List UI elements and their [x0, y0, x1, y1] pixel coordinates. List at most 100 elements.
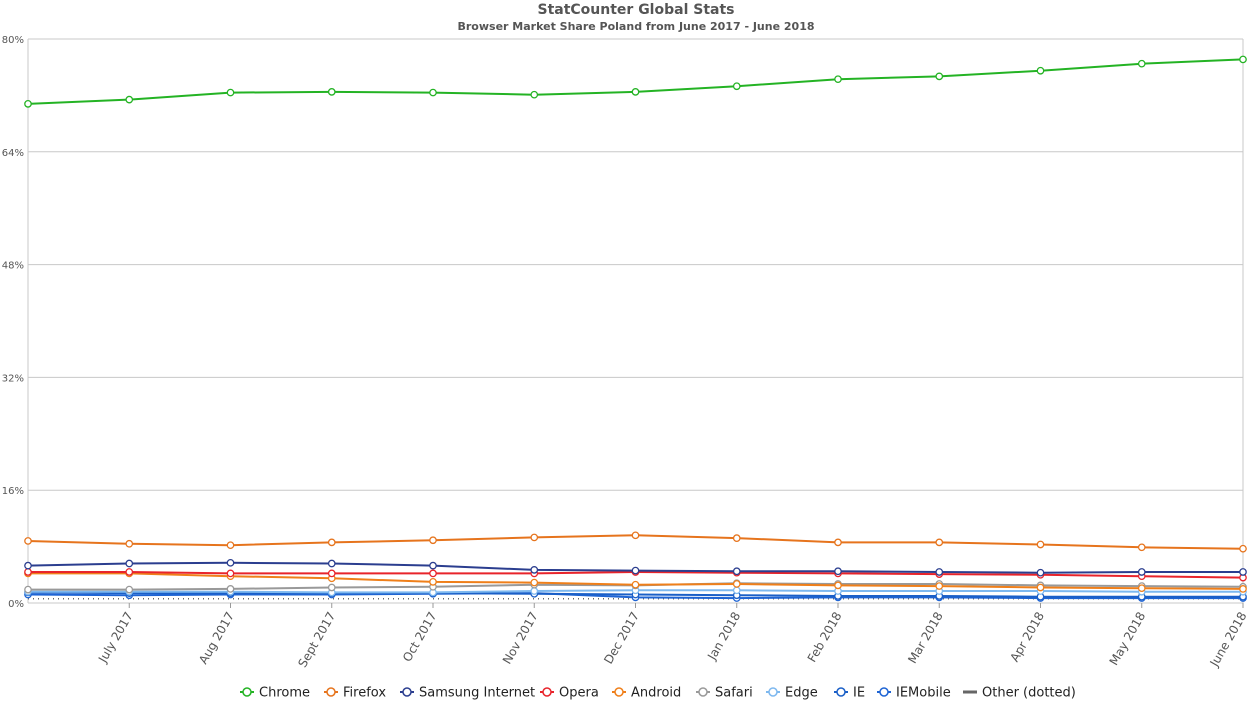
legend-label: Opera — [559, 686, 599, 701]
legend-item: Edge — [766, 686, 818, 701]
legend-item: Firefox — [324, 686, 386, 701]
data-point — [834, 567, 842, 576]
data-point — [226, 88, 235, 97]
data-point — [530, 578, 539, 587]
legend-marker — [698, 687, 708, 697]
y-tick-label: 80% — [2, 35, 24, 46]
data-point — [429, 88, 437, 97]
legend-label: Safari — [715, 686, 753, 701]
data-point — [24, 537, 32, 545]
data-point — [530, 90, 539, 99]
legend-marker — [402, 687, 412, 697]
series-line — [27, 58, 1244, 105]
legend-marker — [836, 687, 846, 697]
data-point — [24, 568, 32, 576]
data-point — [732, 567, 741, 576]
data-point — [125, 539, 134, 548]
legend-item: Opera — [540, 686, 599, 701]
data-point — [24, 100, 32, 108]
legend-label: Chrome — [259, 686, 310, 701]
data-point — [327, 569, 336, 578]
data-point — [834, 538, 842, 547]
data-point — [429, 569, 437, 578]
x-tick-label: Apr 2018 — [1007, 610, 1047, 665]
data-point — [732, 580, 741, 588]
chart-subtitle: Browser Market Share Poland from June 20… — [458, 20, 815, 33]
data-point — [631, 88, 640, 96]
legend-item: IEMobile — [877, 686, 951, 701]
data-point — [327, 538, 336, 547]
grid-lines — [27, 38, 1244, 604]
y-tick-label: 32% — [2, 373, 24, 384]
x-tick-label: Nov 2017 — [500, 610, 541, 667]
legend: Chrome Firefox Samsung Internet Opera Androi… — [240, 686, 1076, 701]
legend-label: IEMobile — [896, 686, 951, 701]
data-point — [935, 538, 944, 547]
data-point — [24, 561, 32, 570]
data-point — [1137, 59, 1146, 68]
x-tick-label: Feb 2018 — [805, 610, 845, 665]
data-point — [226, 569, 235, 578]
legend-label: IE — [853, 686, 865, 701]
data-point — [226, 585, 235, 593]
x-tick-label: May 2018 — [1107, 610, 1149, 668]
data-point — [125, 585, 134, 594]
series-samsung-internet — [24, 558, 1247, 577]
data-point — [24, 585, 32, 594]
legend-label: Android — [631, 686, 681, 701]
data-point — [1239, 544, 1247, 553]
y-tick-label: 48% — [2, 261, 24, 272]
legend-label: Edge — [785, 686, 818, 701]
data-point — [125, 95, 134, 104]
data-point — [530, 533, 539, 542]
y-tick-label: 16% — [2, 486, 24, 497]
legend-item: Safari — [696, 686, 753, 701]
series-lines — [24, 55, 1247, 602]
x-tick-label: Sept 2017 — [295, 610, 338, 670]
legend-marker — [542, 687, 552, 697]
legend-item: IE — [834, 686, 865, 701]
data-point — [530, 566, 539, 574]
data-point — [1239, 568, 1247, 576]
data-point — [1036, 66, 1045, 75]
data-point — [631, 531, 640, 540]
data-point — [935, 582, 944, 590]
data-point — [125, 568, 134, 576]
data-point — [429, 577, 437, 586]
legend-item: Other (dotted) — [963, 686, 1076, 701]
data-point — [429, 561, 437, 570]
data-point — [631, 566, 640, 575]
x-tick-label: Mar 2018 — [905, 610, 946, 666]
data-point — [125, 559, 134, 568]
series-chrome — [24, 55, 1247, 108]
data-point — [732, 82, 741, 91]
data-point — [327, 88, 336, 96]
legend-label: Samsung Internet — [419, 686, 535, 701]
x-axis-ticks: July 2017 Aug 2017 Sept 2017 Oct 2017 Nov 20… — [95, 603, 1250, 670]
data-point — [1137, 584, 1146, 593]
data-point — [226, 541, 235, 550]
chart-title: StatCounter Global Stats — [537, 2, 734, 18]
legend-item: Android — [612, 686, 681, 701]
data-point — [327, 559, 336, 568]
x-tick-label: Dec 2017 — [601, 610, 642, 667]
x-tick-label: Jan 2018 — [704, 610, 743, 664]
legend-marker — [326, 687, 336, 697]
x-tick-label: Oct 2017 — [400, 610, 440, 665]
data-point — [1036, 583, 1045, 592]
x-tick-label: June 2018 — [1207, 610, 1250, 670]
data-point — [1137, 568, 1146, 576]
data-point — [935, 568, 944, 576]
data-point — [1239, 585, 1247, 593]
legend-marker — [242, 687, 252, 697]
data-point — [1036, 540, 1045, 549]
x-tick-label: July 2017 — [95, 610, 136, 666]
data-point — [732, 534, 741, 542]
series-firefox — [24, 531, 1247, 553]
x-tick-label: Aug 2017 — [196, 610, 237, 667]
data-point — [1036, 568, 1045, 577]
data-point — [327, 583, 336, 592]
data-point — [834, 75, 842, 84]
data-point — [1137, 543, 1146, 552]
